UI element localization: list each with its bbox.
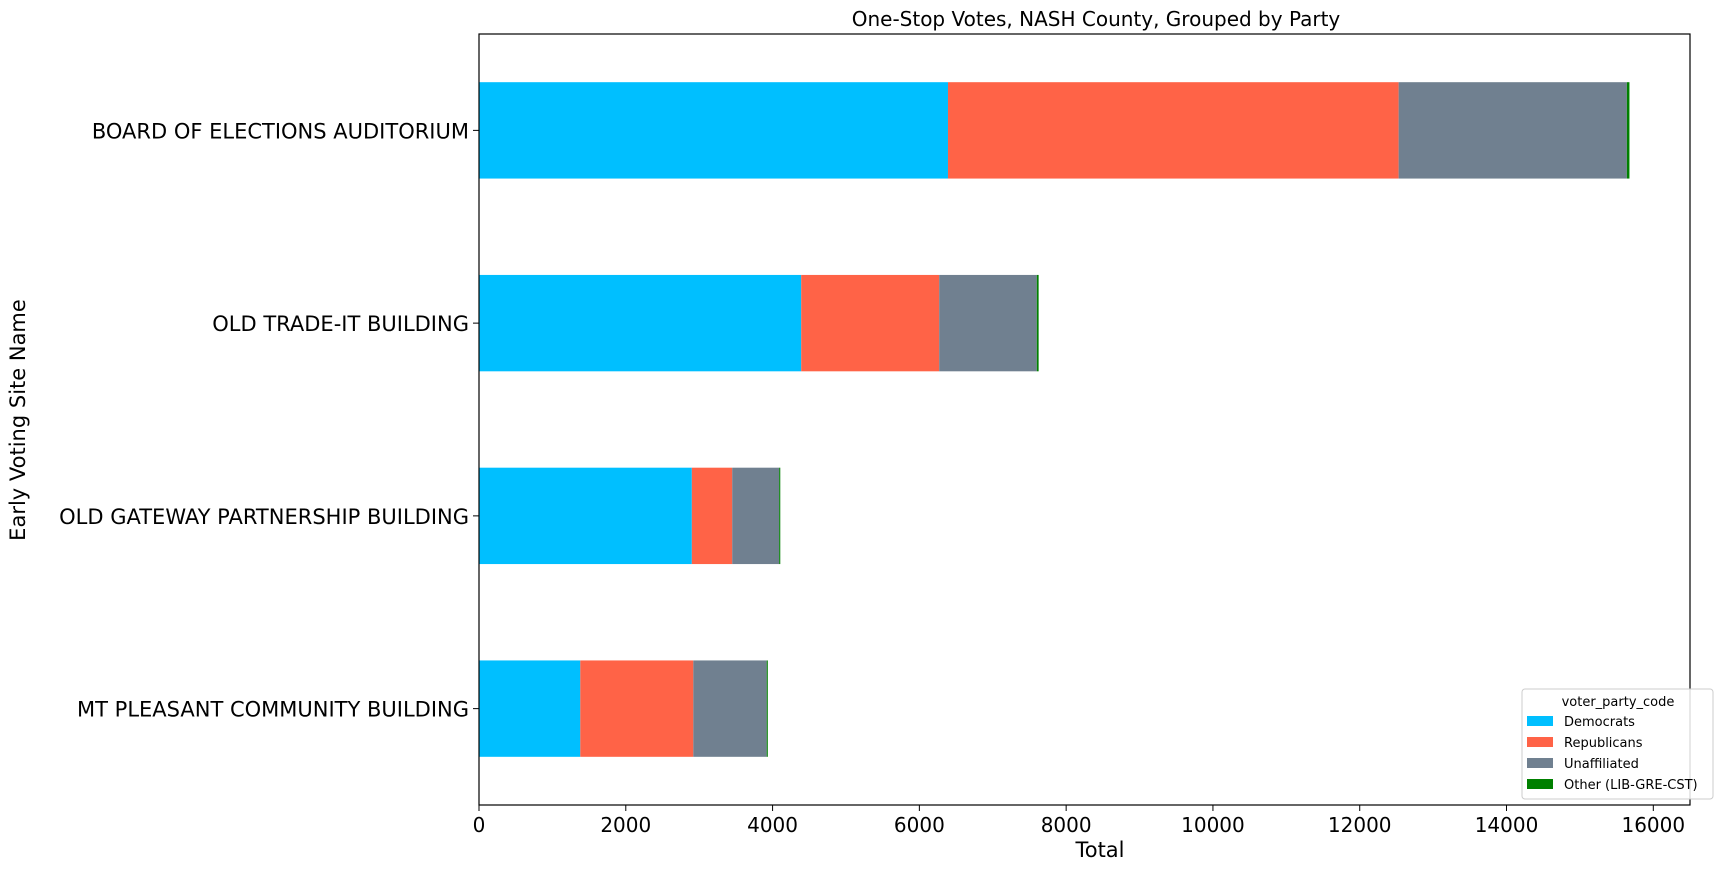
x-tick-label: 8000	[1041, 813, 1092, 837]
plot-frame	[478, 33, 1691, 806]
x-tick-label: 10000	[1181, 813, 1245, 837]
legend-label-democrats: Democrats	[1564, 715, 1635, 730]
bar-democrats-old-trade-it-building	[479, 274, 802, 372]
legend-swatch-other-lib-gre-cst	[1527, 779, 1553, 789]
bar-other-lib-gre-cst-mt-pleasant-community-building	[766, 660, 768, 757]
legend-swatch-republicans	[1527, 737, 1553, 747]
y-tick-label: MT PLEASANT COMMUNITY BUILDING	[77, 698, 469, 722]
bar-democrats-board-of-elections-auditorium	[479, 82, 948, 179]
legend: voter_party_code Democrats Republicans Una…	[1521, 688, 1714, 800]
x-tick-label: 6000	[894, 813, 945, 837]
legend-label-republicans: Republicans	[1564, 736, 1643, 751]
x-tick-label: 0	[473, 813, 486, 837]
bar-democrats-mt-pleasant-community-building	[479, 660, 581, 757]
chart-title: One-Stop Votes, NASH County, Grouped by …	[852, 7, 1341, 31]
legend-title: voter_party_code	[1562, 695, 1675, 710]
legend-swatch-democrats	[1527, 716, 1553, 726]
bar-republicans-old-gateway-partnership-building	[691, 467, 733, 565]
bar-unaffiliated-old-gateway-partnership-building	[732, 467, 780, 565]
bar-republicans-mt-pleasant-community-building	[580, 660, 694, 757]
y-tick-label: OLD TRADE-IT BUILDING	[212, 312, 469, 336]
legend-label-unaffiliated: Unaffiliated	[1564, 757, 1639, 772]
legend-box	[1521, 688, 1714, 800]
bar-other-lib-gre-cst-old-gateway-partnership-building	[779, 467, 781, 565]
x-tick-label: 12000	[1328, 813, 1392, 837]
bar-democrats-old-gateway-partnership-building	[479, 467, 692, 565]
bar-unaffiliated-old-trade-it-building	[939, 274, 1037, 372]
x-tick-label: 2000	[600, 813, 651, 837]
bar-other-lib-gre-cst-old-trade-it-building	[1036, 274, 1039, 372]
y-tick-label: OLD GATEWAY PARTNERSHIP BUILDING	[59, 505, 469, 529]
y-axis-ticks: BOARD OF ELECTIONS AUDITORIUM OLD TRADE-I…	[59, 119, 479, 722]
legend-label-other-lib-gre-cst: Other (LIB-GRE-CST)	[1564, 778, 1698, 793]
bar-unaffiliated-mt-pleasant-community-building	[693, 660, 767, 757]
x-tick-label: 4000	[747, 813, 798, 837]
bar-other-lib-gre-cst-board-of-elections-auditorium	[1626, 82, 1630, 179]
y-axis-label: Early Voting Site Name	[6, 299, 30, 541]
legend-items: Democrats Republicans Unaffiliated Other (L…	[1527, 715, 1698, 793]
x-axis-label: Total	[1074, 838, 1124, 862]
x-tick-label: 14000	[1475, 813, 1539, 837]
x-axis-ticks: 0 2000 4000 6000 8000 10000 12000 14000 16000	[473, 805, 1685, 837]
bar-unaffiliated-board-of-elections-auditorium	[1398, 82, 1627, 179]
x-tick-label: 16000	[1621, 813, 1685, 837]
bars-group	[479, 82, 1630, 757]
bar-republicans-board-of-elections-auditorium	[947, 82, 1399, 179]
legend-swatch-unaffiliated	[1527, 758, 1553, 768]
bar-republicans-old-trade-it-building	[801, 274, 940, 372]
y-tick-label: BOARD OF ELECTIONS AUDITORIUM	[92, 119, 469, 143]
